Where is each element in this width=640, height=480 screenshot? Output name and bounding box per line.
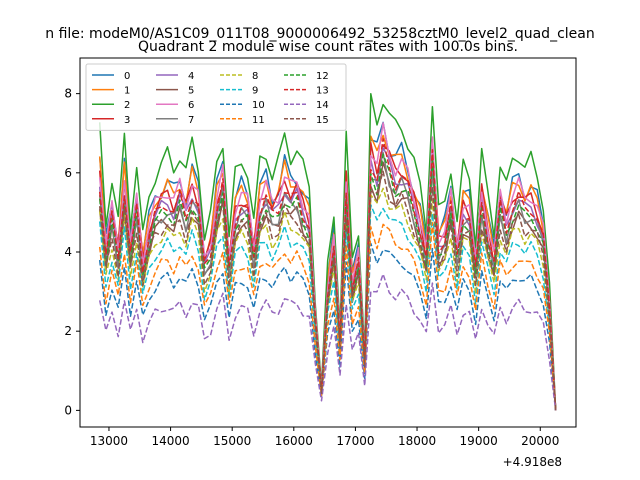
x-offset-label: +4.918e8 [503,455,562,469]
legend-label-3: 3 [124,115,130,126]
legend-label-0: 0 [124,71,130,82]
x-tick-label: 15000 [213,434,251,448]
series-layer [98,93,557,411]
series-line-9 [98,204,557,411]
x-tick-label: 14000 [151,434,189,448]
series-line-11 [98,221,557,411]
axes-layer: 13000 14000 15000 16000 17000 18000 19000 20000… [64,57,577,448]
legend-label-7: 7 [188,115,194,126]
legend-box [85,63,347,131]
x-tick-label: 19000 [460,434,498,448]
series-line-2 [98,93,557,411]
legend-label-15: 15 [316,115,329,126]
legend-label-14: 14 [316,100,329,111]
legend-label-8: 8 [252,71,258,82]
series-line-8 [98,187,557,411]
legend-label-9: 9 [252,86,258,97]
series-line-14 [98,273,557,411]
x-tick-label: 18000 [398,434,436,448]
x-tick-label: 16000 [275,434,313,448]
series-line-15 [98,170,557,411]
series-line-7 [98,151,557,411]
y-tick-label: 8 [64,87,72,101]
y-tick-label: 2 [64,324,72,338]
legend-label-1: 1 [124,86,130,97]
legend-label-5: 5 [188,86,194,97]
y-tick-label: 6 [64,166,72,180]
x-tick-label: 20000 [521,434,559,448]
y-tick-label: 0 [64,403,72,417]
plot-area-frame [79,57,577,428]
series-line-13 [98,138,557,411]
x-tick-label: 13000 [90,434,128,448]
y-tick-label: 4 [64,245,72,259]
legend-label-2: 2 [124,100,130,111]
legend-label-12: 12 [316,71,329,82]
legend-label-13: 13 [316,86,329,97]
chart-title: Quadrant 2 module wise count rates with … [138,39,518,55]
legend-label-10: 10 [252,100,265,111]
legend-label-4: 4 [188,71,194,82]
legend-label-6: 6 [188,100,194,111]
legend-label-11: 11 [252,115,265,126]
x-tick-label: 17000 [336,434,374,448]
series-line-6 [98,122,557,411]
chart-suptitle: n file: modeM0/AS1C09_011T08_9000006492_… [45,26,594,42]
